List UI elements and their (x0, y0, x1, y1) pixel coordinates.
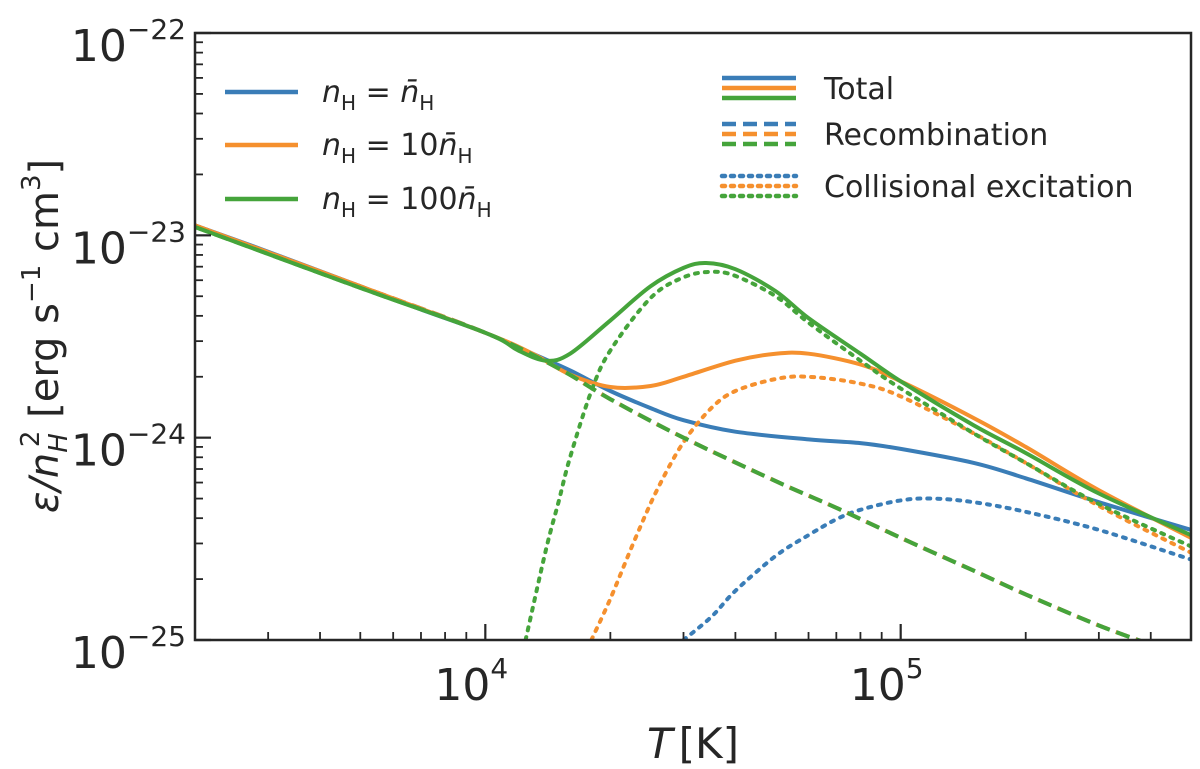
y-tick-label: 10−24 (71, 418, 186, 477)
legend-label: Total (823, 72, 894, 107)
x-tick-label: 105 (850, 652, 924, 711)
svg-text:10−22: 10−22 (71, 13, 186, 72)
series-layer (195, 223, 1191, 640)
legend-label: nH = 100n̄H (322, 182, 492, 222)
y-axis-label: ε/nH2 [erg s−1 cm3] (16, 159, 74, 513)
svg-text:10−25: 10−25 (71, 620, 186, 679)
series-total-n1 (195, 223, 1191, 532)
svg-text:10−24: 10−24 (71, 418, 186, 477)
legend-label: Recombination (824, 118, 1048, 153)
legend-entry-recombination: Recombination (722, 118, 1048, 153)
series-collisional-n100 (523, 269, 1191, 640)
legend-entry-collisional-excitation: Collisional excitation (719, 170, 1134, 205)
series-total-n10 (195, 223, 1191, 540)
series-total-n100 (195, 225, 1191, 537)
x-axis-label: T [K] (647, 719, 739, 768)
legend-label: nH = n̄H (322, 75, 434, 115)
legend-label: nH = 10n̄H (322, 128, 473, 168)
series-collisional-n1 (681, 496, 1191, 640)
legend-entry-total: Total (722, 72, 894, 107)
svg-text:105: 105 (850, 652, 924, 711)
series-collisional-n10 (589, 374, 1191, 640)
series-recombination-n100 (195, 225, 1145, 640)
svg-text:104: 104 (434, 652, 508, 711)
legend-components: Total Recombination Collisional excitati… (719, 72, 1134, 205)
svg-text:10−23: 10−23 (71, 215, 186, 274)
x-tick-label: 104 (434, 652, 508, 711)
y-tick-label: 10−25 (71, 620, 186, 679)
y-tick-label: 10−22 (71, 13, 186, 72)
legend-label: Collisional excitation (824, 170, 1134, 205)
y-tick-label: 10−23 (71, 215, 186, 274)
tick-layer (194, 31, 1192, 642)
legend-entry-density-10: nH = 10n̄H (225, 128, 473, 168)
legend-density: nH = n̄H nH = 10n̄H nH = 100n̄H (225, 75, 492, 222)
legend-entry-density-1: nH = n̄H (225, 75, 434, 115)
plot-frame (193, 31, 1193, 642)
legend-entry-density-100: nH = 100n̄H (225, 182, 492, 222)
